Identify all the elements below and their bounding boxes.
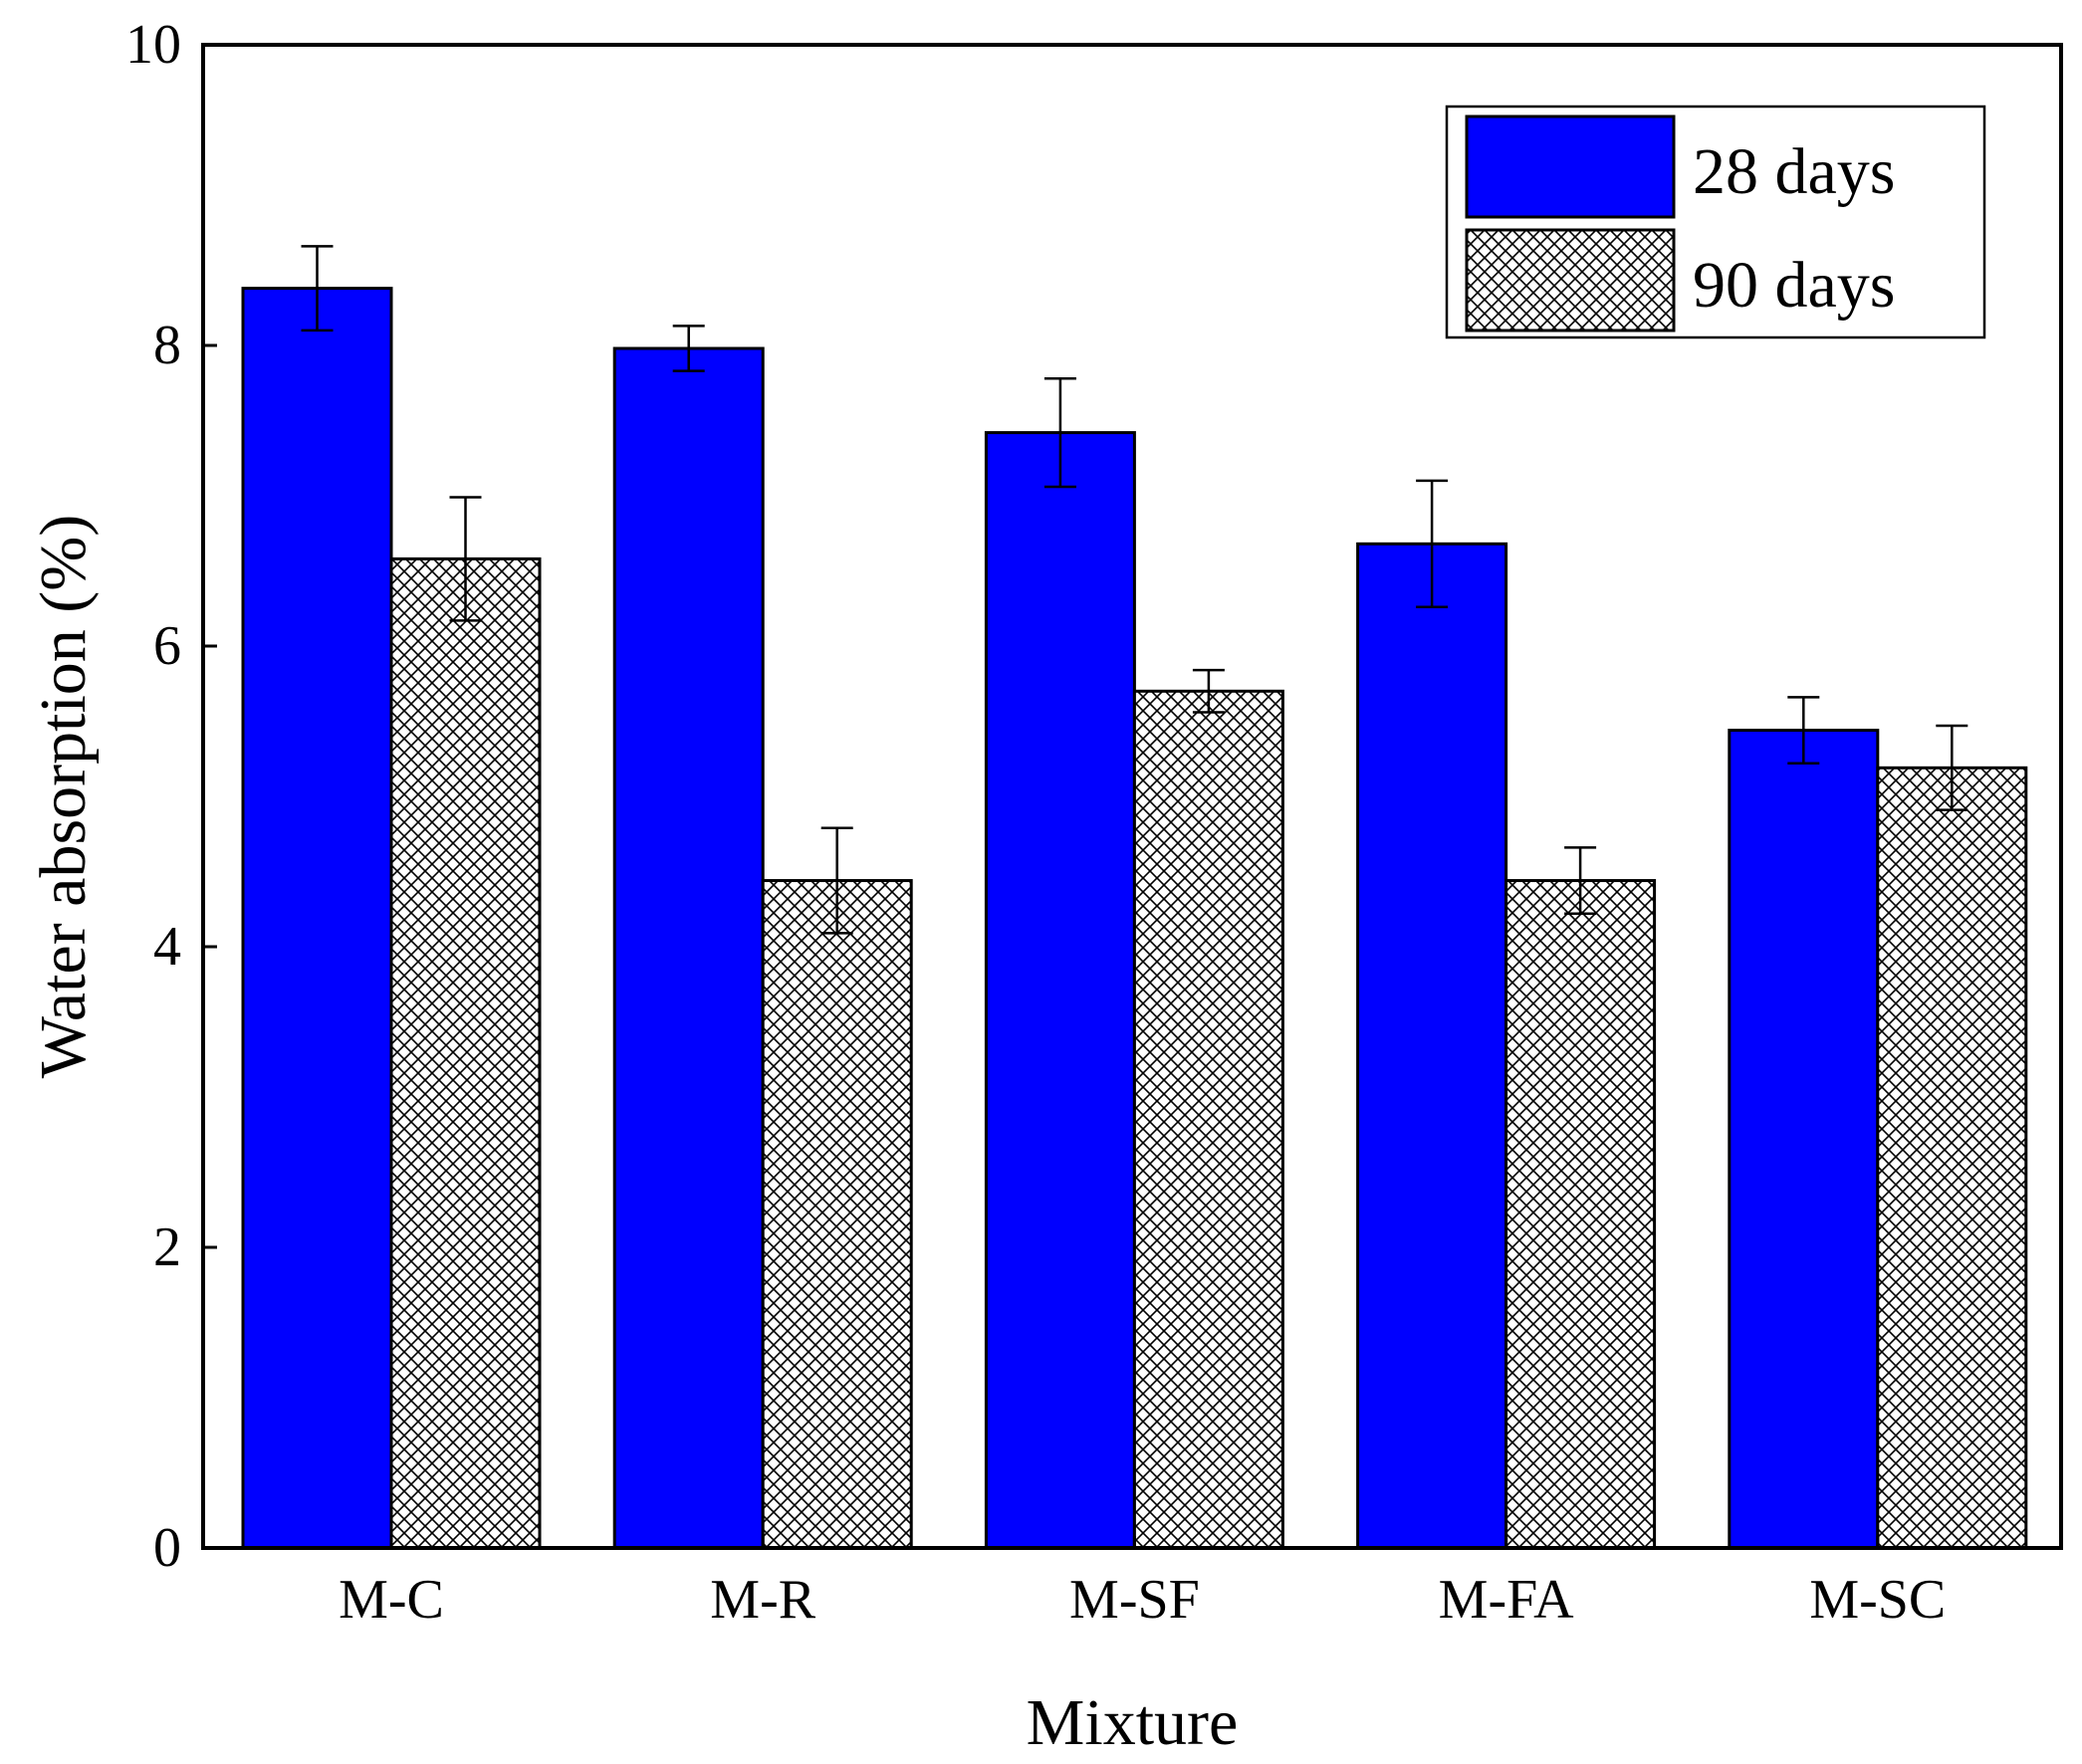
x-tick-label-m-r: M-R [710, 1569, 815, 1631]
error-bar-m-r-28-days [672, 325, 705, 372]
bar-m-r-28-days [612, 346, 765, 1550]
error-bar-m-r-90-days [820, 826, 853, 935]
plot-area-frame [201, 43, 2063, 1550]
y-tick-label-2: 2 [153, 1216, 181, 1278]
y-tick-label-6: 6 [153, 615, 181, 677]
bar-m-fa-90-days [1504, 879, 1657, 1550]
x-tick-label-m-sf: M-SF [1069, 1569, 1200, 1631]
y-tick-label-10: 10 [125, 14, 181, 76]
error-bar-m-sf-90-days [1192, 668, 1225, 714]
bar-m-sf-90-days [1132, 689, 1284, 1550]
x-axis-title: Mixture [1027, 1686, 1239, 1759]
bar-m-c-90-days [389, 556, 542, 1550]
legend-swatch-90-days [1465, 228, 1676, 332]
x-tick-label-m-c: M-C [339, 1569, 444, 1631]
bar-m-sc-90-days [1876, 766, 2028, 1550]
bar-m-c-28-days [241, 287, 393, 1550]
error-bar-m-sc-90-days [1936, 724, 1968, 811]
legend-label-28-days: 28 days [1693, 135, 1895, 208]
x-tick-label-m-fa: M-FA [1439, 1569, 1574, 1631]
bar-m-r-90-days [761, 879, 913, 1550]
y-tick-label-0: 0 [153, 1517, 181, 1579]
error-bar-m-fa-90-days [1564, 846, 1597, 916]
error-bar-m-c-90-days [449, 496, 482, 622]
y-tick-label-8: 8 [153, 315, 181, 376]
x-tick-label-m-sc: M-SC [1809, 1569, 1946, 1631]
y-tick-label-4: 4 [153, 916, 181, 978]
y-axis-title: Water absorption (%) [27, 515, 100, 1078]
error-bar-m-sc-28-days [1787, 696, 1820, 766]
legend-swatch-28-days [1465, 114, 1676, 219]
error-bar-m-fa-28-days [1416, 479, 1449, 608]
bar-m-sc-28-days [1728, 729, 1880, 1550]
legend: 28 days 90 days [1445, 105, 1986, 339]
error-bar-m-sf-28-days [1043, 376, 1076, 489]
bar-m-fa-28-days [1356, 542, 1508, 1550]
error-bar-m-c-28-days [301, 245, 334, 332]
legend-label-90-days: 90 days [1693, 249, 1895, 322]
bar-m-sf-28-days [984, 431, 1136, 1550]
